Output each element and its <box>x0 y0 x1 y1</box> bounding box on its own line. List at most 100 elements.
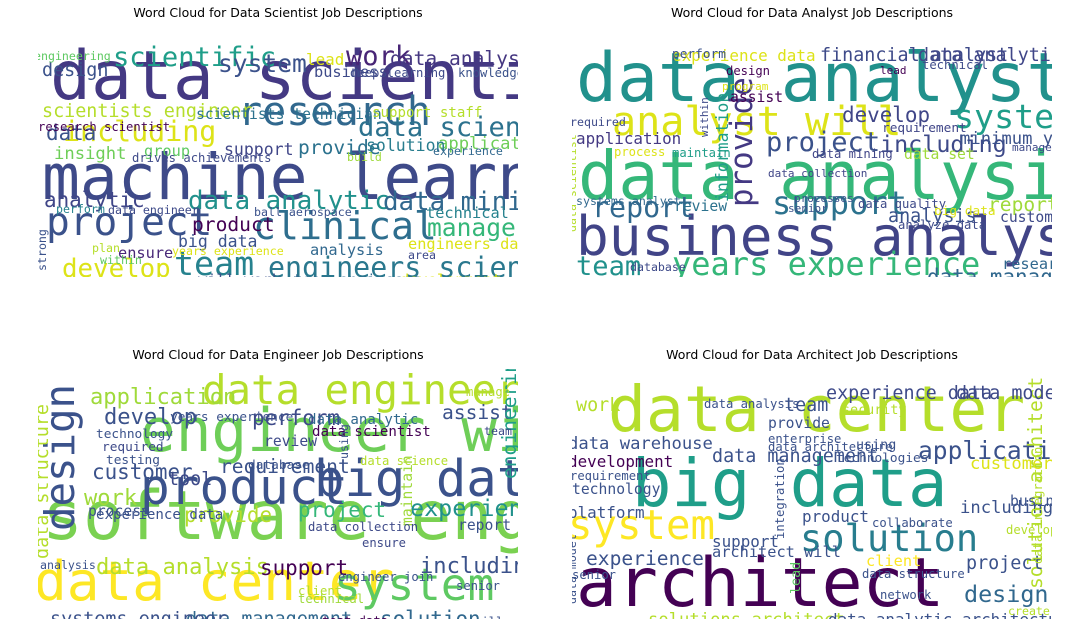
word-development: development <box>400 271 501 277</box>
word-required: required <box>102 440 164 455</box>
word-area: area <box>408 248 436 262</box>
word-cloud: architect big data data center system soluti… <box>572 369 1052 619</box>
word-integration: integration <box>773 458 787 539</box>
word-ensure: ensure <box>362 536 406 550</box>
word-report: report <box>592 191 694 224</box>
word-engineer-will: engineer will <box>140 396 518 465</box>
word-scientific: scientific <box>113 42 276 73</box>
word-experience: experience <box>433 144 503 158</box>
word-cloud: data analyst data analysis business analys… <box>572 27 1052 277</box>
word-develop: develop <box>104 404 197 430</box>
word-requirement: requirement <box>572 469 651 483</box>
word-data-modeling: data modeling <box>956 383 1052 404</box>
word-data-analytic: data analytic <box>918 45 1052 66</box>
word-solution: solution <box>800 517 978 560</box>
word-solution-architect: solution architect <box>1024 377 1047 589</box>
word-years-experience: years experience <box>172 244 284 258</box>
word-drives-achievements: drives achievements <box>132 151 271 165</box>
word-research-scientist: research scientist <box>38 120 170 134</box>
word-maintain: maintain <box>672 146 731 160</box>
word-experience: experience <box>586 547 704 570</box>
word-machine-learning: machine learning <box>42 141 518 214</box>
word-information: information <box>713 93 732 202</box>
word-project: project <box>46 199 212 245</box>
word-product: product <box>192 213 275 236</box>
word-research: research <box>1002 255 1052 273</box>
word-data-mining: data mining <box>812 147 893 161</box>
word-team: team <box>174 244 254 277</box>
word-design: design <box>964 580 1049 608</box>
word-engineering: engineering <box>38 49 111 63</box>
panel-data-analyst: Word Cloud for Data Analyst Job Descript… <box>572 5 1052 277</box>
word-support: support <box>772 184 907 222</box>
word-testing: testing <box>106 453 160 468</box>
word-product: product <box>802 507 869 526</box>
word-assist: assist <box>442 401 513 424</box>
word-solution: solution <box>654 276 725 277</box>
word-attention-detail: attention detail <box>728 276 869 277</box>
word-big-data: big data <box>934 204 996 219</box>
word-application: application <box>438 134 518 154</box>
word-technical: technical <box>298 592 364 606</box>
word-data-model: data model <box>572 534 579 604</box>
word-customer: customer <box>970 454 1052 474</box>
word-knowledge: knowledge <box>458 66 518 80</box>
word-experience-data: experience data <box>826 383 992 404</box>
word-data-analytic-architecture: data analytic architecture <box>828 610 1052 619</box>
word-work: work <box>346 41 411 72</box>
word-data-scientist: data scientist <box>572 134 579 232</box>
panel-title: Word Cloud for Data Analyst Job Descript… <box>670 5 954 20</box>
word-cloud: software engineer engineer will data cente… <box>38 369 518 619</box>
word-support: support <box>224 140 294 159</box>
word-data-analyst: data analyst <box>576 39 1052 118</box>
word-architect-will: architect will <box>712 543 841 561</box>
panel-title: Word Cloud for Data Architect Job Descri… <box>666 347 958 362</box>
word-analysis: analysis <box>888 206 977 227</box>
word-data-management: data management <box>927 265 1052 277</box>
word-including: including <box>960 498 1052 518</box>
word-data-analysis: data analysis <box>390 47 518 70</box>
word-research: research <box>238 89 431 135</box>
word-minimum-year: minimum year <box>960 129 1052 149</box>
word-cloud-svg: data scientistmachine learningresearchpr… <box>38 37 518 277</box>
word-application: application <box>90 384 236 410</box>
word-lead: lead <box>880 64 907 77</box>
word-lead: lead <box>306 50 344 69</box>
word-software-engineer: software engineer <box>42 477 518 556</box>
word-provide: provide <box>184 503 272 527</box>
word-data-warehouse: data warehouse <box>572 434 713 454</box>
word-application: application <box>918 436 1052 465</box>
word-project: project <box>298 498 386 522</box>
word-data-architecture: data architecture <box>768 440 893 454</box>
word-work: work <box>576 395 620 416</box>
word-provide: provide <box>768 415 830 432</box>
word-required: required <box>572 115 626 129</box>
word-experience-data: experience data <box>96 507 223 523</box>
panel-title: Word Cloud for Data Engineer Job Descrip… <box>132 347 424 362</box>
word-support: support <box>712 532 779 551</box>
word-perform: perform <box>56 202 105 216</box>
word-cloud: data scientistmachine learningresearchpr… <box>38 27 518 277</box>
word-review: review <box>674 198 727 215</box>
word-will-work: will work <box>474 615 518 619</box>
word-client: client <box>866 552 921 570</box>
word-database: database <box>630 260 686 274</box>
word-develop: develop <box>1006 523 1052 537</box>
word-lead: lead <box>789 562 804 594</box>
word-engineering: engineering <box>498 369 518 479</box>
word-manage: manage <box>466 385 510 399</box>
word-team-engineers: team engineers <box>293 271 422 277</box>
word-systems-analyst: systems analyst <box>576 194 681 208</box>
word-support-staff: support staff <box>372 105 482 121</box>
word-analyst-will: analyst will <box>612 99 902 145</box>
word-data-management: data management <box>186 609 352 619</box>
word-technical: technical <box>426 204 509 222</box>
word-data-integration: data integration <box>1031 447 1045 564</box>
word-data-analysis: data analysis <box>96 554 269 580</box>
word-database: database <box>248 458 310 473</box>
word-systems-engineer: systems engineer <box>50 609 227 619</box>
word-tool: tool <box>168 469 212 490</box>
word-design: design <box>42 60 108 81</box>
